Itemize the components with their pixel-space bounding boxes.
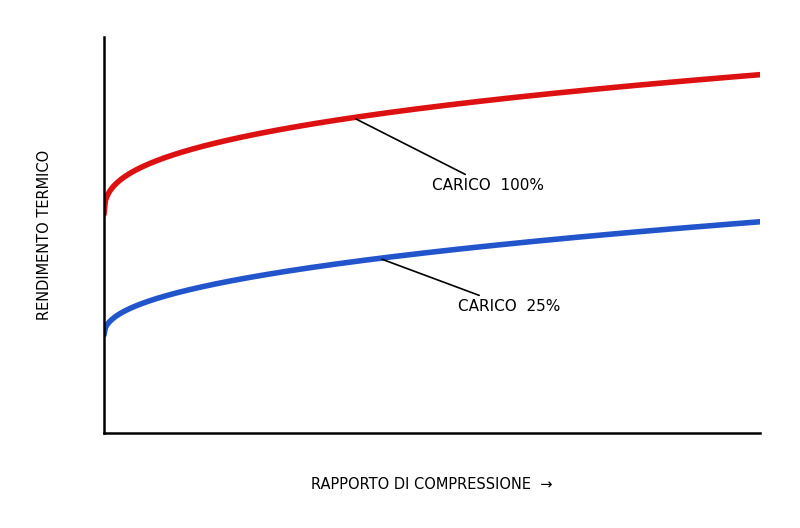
Text: CARICO  25%: CARICO 25% [382, 259, 561, 314]
Text: CARICO  100%: CARICO 100% [356, 119, 544, 193]
Text: RENDIMENTO TERMICO: RENDIMENTO TERMICO [38, 150, 53, 320]
Text: RAPPORTO DI COMPRESSIONE  →: RAPPORTO DI COMPRESSIONE → [311, 477, 553, 492]
